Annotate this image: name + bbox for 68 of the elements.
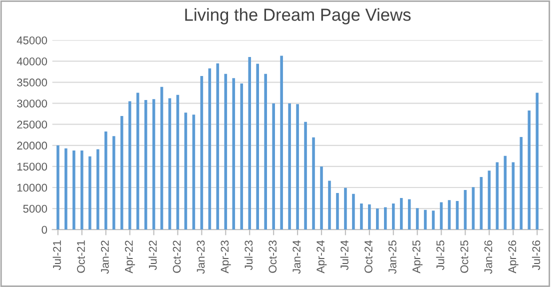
bar bbox=[488, 170, 491, 230]
bar bbox=[88, 156, 92, 230]
x-tick-label: Oct-25 bbox=[460, 240, 468, 273]
y-tick-label: 20000 bbox=[17, 142, 48, 150]
y-tick-label: 40000 bbox=[16, 57, 48, 66]
bar bbox=[296, 104, 299, 230]
bar bbox=[392, 204, 395, 230]
x-tick-label: Jul-24 bbox=[340, 240, 348, 270]
x-tick-label: Oct-24 bbox=[364, 240, 372, 273]
bar bbox=[320, 166, 323, 230]
bar bbox=[240, 84, 244, 230]
bar bbox=[312, 137, 315, 230]
x-tick-label: Jul-25 bbox=[436, 240, 444, 270]
x-tick-label: Jan-23 bbox=[196, 240, 205, 274]
bar bbox=[328, 180, 331, 230]
bar bbox=[272, 103, 275, 230]
x-tick-label: Jan-22 bbox=[100, 240, 109, 274]
bar bbox=[368, 204, 371, 230]
bar bbox=[432, 210, 435, 230]
bar bbox=[448, 200, 451, 230]
chart-title: Living the Dream Page Views bbox=[185, 8, 411, 24]
x-tick-label: Apr-22 bbox=[124, 240, 135, 274]
x-tick-label: Jul-22 bbox=[148, 240, 157, 270]
bar bbox=[336, 192, 339, 230]
bar bbox=[104, 132, 108, 230]
x-tick-label: Jan-25 bbox=[388, 240, 396, 274]
x-tick-label: Jan-24 bbox=[292, 240, 301, 274]
bar bbox=[384, 207, 387, 230]
y-tick-label: 0 bbox=[42, 226, 48, 234]
x-tick-label: Oct-22 bbox=[172, 240, 181, 273]
bar bbox=[344, 188, 347, 230]
x-tick-label: Jan-26 bbox=[484, 240, 492, 274]
bar bbox=[280, 56, 283, 230]
bar bbox=[352, 194, 355, 230]
bar bbox=[56, 145, 60, 230]
y-tick-label: 10000 bbox=[17, 184, 48, 192]
bar bbox=[536, 92, 539, 230]
bar bbox=[96, 149, 100, 230]
bar bbox=[232, 78, 236, 230]
x-tick-label: Oct-21 bbox=[77, 240, 85, 273]
bar bbox=[248, 57, 252, 230]
bar bbox=[304, 122, 307, 230]
y-tick-label: 45000 bbox=[16, 36, 48, 44]
y-tick-label: 35000 bbox=[17, 78, 48, 86]
y-tick-label: 30000 bbox=[17, 100, 48, 108]
bar bbox=[360, 204, 363, 230]
y-tick-label: 25000 bbox=[17, 120, 48, 128]
x-tick-label: Apr-25 bbox=[412, 240, 423, 274]
x-tick-label: Jul-26 bbox=[532, 240, 540, 270]
bar bbox=[264, 74, 267, 230]
bar bbox=[256, 64, 260, 230]
y-tick-label: 15000 bbox=[17, 162, 48, 171]
x-tick-label: Apr-23 bbox=[220, 240, 231, 274]
bar bbox=[408, 199, 411, 230]
x-tick-label: Apr-26 bbox=[508, 240, 518, 274]
x-tick-label: Apr-24 bbox=[316, 240, 327, 274]
y-tick-label: 5000 bbox=[23, 204, 48, 213]
x-tick-label: Jul-23 bbox=[244, 240, 253, 270]
bar bbox=[72, 150, 76, 230]
x-tick-label: Oct-23 bbox=[268, 240, 277, 273]
bar bbox=[440, 202, 443, 230]
bar bbox=[288, 103, 291, 230]
bar bbox=[80, 150, 84, 230]
bar bbox=[64, 148, 68, 230]
bar bbox=[400, 198, 403, 230]
x-tick-label: Jul-21 bbox=[52, 240, 61, 270]
bar bbox=[376, 208, 379, 230]
bar bbox=[416, 208, 419, 230]
